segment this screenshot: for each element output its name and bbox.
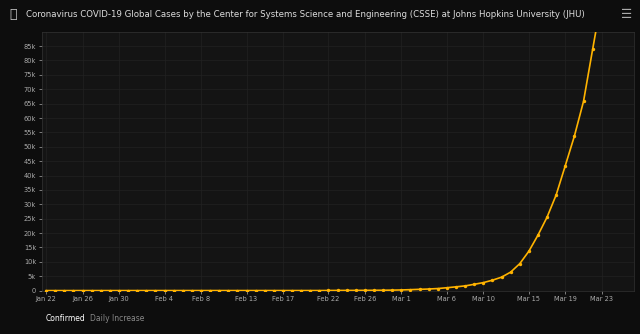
Point: [596, 0, 607, 1]
Point: [96, 288, 106, 293]
Point: [159, 288, 170, 293]
Point: [442, 285, 452, 290]
Point: [232, 288, 243, 293]
Point: [214, 288, 225, 293]
Point: [342, 288, 352, 293]
Point: [269, 288, 279, 293]
Point: [278, 288, 288, 293]
Point: [105, 288, 115, 293]
Point: [123, 288, 133, 293]
Point: [360, 288, 370, 293]
Point: [387, 288, 397, 293]
Point: [287, 288, 297, 293]
Point: [132, 288, 142, 293]
Point: [524, 248, 534, 254]
Point: [77, 288, 88, 293]
Point: [478, 280, 488, 285]
Point: [378, 288, 388, 293]
Text: Confirmed: Confirmed: [45, 315, 86, 323]
Point: [351, 288, 361, 293]
Text: ☰: ☰: [621, 8, 632, 21]
Point: [141, 288, 152, 293]
Point: [533, 232, 543, 238]
Point: [241, 288, 252, 293]
Text: Coronavirus COVID-19 Global Cases by the Center for Systems Science and Engineer: Coronavirus COVID-19 Global Cases by the…: [26, 10, 584, 19]
Point: [187, 288, 197, 293]
Point: [60, 288, 70, 293]
Point: [551, 192, 561, 197]
Point: [369, 288, 379, 293]
Text: ⛨: ⛨: [10, 8, 17, 21]
Point: [415, 287, 425, 292]
Point: [460, 283, 470, 289]
Point: [433, 286, 443, 291]
Point: [560, 163, 570, 168]
Point: [150, 288, 161, 293]
Point: [469, 282, 479, 287]
Point: [314, 288, 324, 293]
Point: [542, 214, 552, 220]
Point: [515, 261, 525, 266]
Point: [305, 288, 316, 293]
Point: [50, 288, 60, 293]
Point: [296, 288, 307, 293]
Text: Daily Increase: Daily Increase: [90, 315, 144, 323]
Point: [405, 287, 415, 292]
Point: [497, 275, 507, 280]
Point: [333, 288, 343, 293]
Point: [570, 133, 580, 139]
Point: [396, 287, 406, 293]
Point: [114, 288, 124, 293]
Point: [168, 288, 179, 293]
Point: [205, 288, 215, 293]
Point: [451, 284, 461, 290]
Point: [506, 270, 516, 275]
Point: [68, 288, 79, 293]
Point: [250, 288, 260, 293]
Point: [588, 47, 598, 52]
Point: [579, 99, 589, 104]
Point: [260, 288, 270, 293]
Point: [424, 286, 434, 292]
Point: [223, 288, 234, 293]
Point: [41, 288, 51, 293]
Point: [196, 288, 206, 293]
Point: [178, 288, 188, 293]
Point: [487, 278, 497, 283]
Point: [323, 288, 333, 293]
Point: [86, 288, 97, 293]
